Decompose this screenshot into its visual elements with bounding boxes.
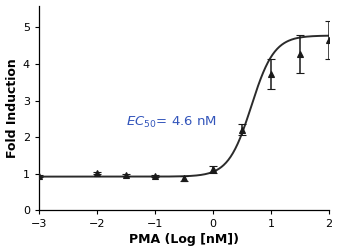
X-axis label: PMA (Log [nM]): PMA (Log [nM]) [129,233,239,246]
Text: $\mathit{EC}_{50}$= 4.6 nM: $\mathit{EC}_{50}$= 4.6 nM [126,115,217,130]
Y-axis label: Fold Induction: Fold Induction [5,58,19,158]
